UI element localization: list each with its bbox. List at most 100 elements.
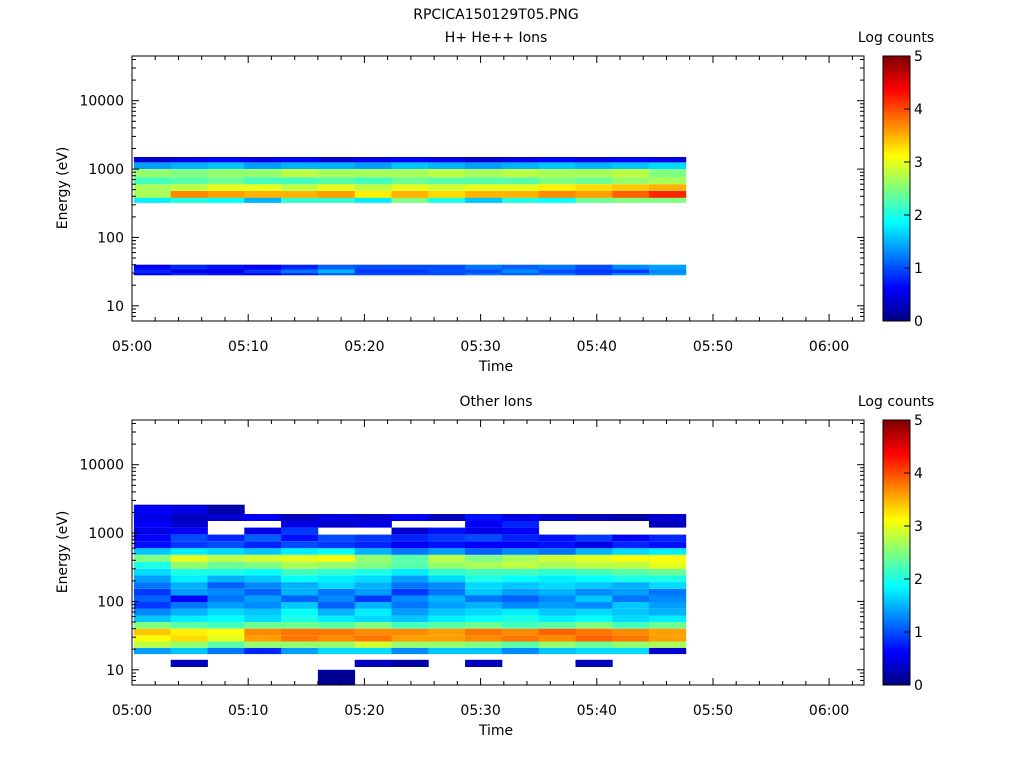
colorbar-segment [883,111,910,115]
colorbar-label: Log counts [858,394,934,410]
heatmap-cell [244,190,282,198]
colorbar-segment [883,451,910,455]
heatmap-cell [428,568,466,576]
heatmap-cell [538,554,576,562]
heatmap-cell [501,622,540,629]
heatmap-cell [501,635,540,642]
heatmap-cell [244,582,282,589]
colorbar-tick-label: 5 [914,49,923,65]
colorbar-segment [883,302,910,306]
colorbar-segment [883,613,910,617]
heatmap-cell [575,659,613,667]
y-tick-label: 10000 [79,94,124,110]
colorbar-segment [883,629,910,633]
heatmap-cell [170,177,208,185]
heatmap-cell [133,622,172,629]
colorbar-segment [883,608,910,612]
y-tick-label: 10000 [79,458,124,474]
heatmap-cell [170,541,208,549]
colorbar-segment [883,82,910,86]
colorbar-tick-label: 2 [914,572,923,588]
heatmap-cell [281,568,319,576]
colorbar-segment [883,222,910,227]
heatmap-cell [501,647,540,655]
heatmap-cell [428,575,466,582]
heatmap-cell [317,635,356,642]
heatmap-cell [133,615,172,622]
heatmap-cell [207,582,245,589]
colorbar-segment [883,446,910,450]
heatmap-cell [281,602,319,609]
heatmap-cell [465,561,503,569]
heatmap-cell [612,190,650,198]
colorbar-segment [883,156,910,160]
colorbar-segment [883,204,910,208]
heatmap-cell [501,608,540,616]
heatmap-cell [133,184,172,191]
colorbar-segment [883,265,910,269]
colorbar-segment [883,146,910,150]
heatmap-cell [649,521,687,528]
heatmap-cell [575,514,613,521]
heatmap-cell [281,582,319,589]
heatmap-cell [317,595,356,602]
colorbar-segment [883,228,910,232]
heatmap-cell [391,541,429,549]
colorbar-segment [883,130,910,134]
colorbar-segment [883,544,910,548]
x-axis: 05:00 05:10 05:20 05:30 05:40 05:50 06:00 [112,420,853,719]
colorbar-segment [883,549,910,553]
heatmap-cell [244,157,282,163]
heatmap-cell [133,641,172,648]
colorbar-segment [883,523,910,527]
heatmap-cell [649,628,687,636]
heatmap-cell [170,608,208,616]
heatmap-cell [465,615,503,622]
heatmap-cell [428,628,466,636]
heatmap-cell [244,641,282,648]
heatmap-cell [354,647,392,655]
heatmap-cell [244,541,282,549]
heatmap-cell [207,647,245,655]
heatmap-cell [281,608,319,616]
heatmap-cell [575,534,613,542]
heatmap-cell [428,647,466,655]
heatmap-cell [612,608,650,616]
heatmap-cell [354,659,392,667]
heatmap-cell [170,659,208,667]
heatmap-cell [391,635,429,642]
colorbar-segment [883,185,910,189]
colorbar-segment [883,504,910,508]
colorbar-segment [883,510,910,514]
heatmap-cell [649,541,687,549]
heatmap-cell [575,647,613,655]
heatmap-cell [428,561,466,569]
heatmap-cell [354,177,392,185]
heatmap-cell [354,157,392,163]
heatmap-cell [391,588,429,596]
heatmap-cell [133,635,172,642]
y-tick-label: 100 [97,230,124,246]
colorbar-segment [883,449,910,453]
heatmap-cell [244,602,282,609]
heatmap-cell [501,527,540,535]
heatmap-cell [207,534,245,542]
heatmap-cell [538,588,576,596]
colorbar-label: Log counts [858,30,934,46]
heatmap-cell [649,194,687,203]
heatmap-cell [501,588,540,596]
colorbar-segment [883,459,910,463]
heatmap-cell [538,635,576,642]
heatmap-cell [133,521,172,528]
colorbar-segment [883,162,910,166]
heatmap-cell [244,628,282,636]
heatmap-cell [501,177,540,185]
heatmap-cell [281,615,319,622]
heatmap-cell [281,575,319,582]
heatmap-cell [465,622,503,629]
heatmap-cell [428,194,466,203]
heatmap-cell [575,177,613,185]
heatmap-cell [354,561,392,569]
